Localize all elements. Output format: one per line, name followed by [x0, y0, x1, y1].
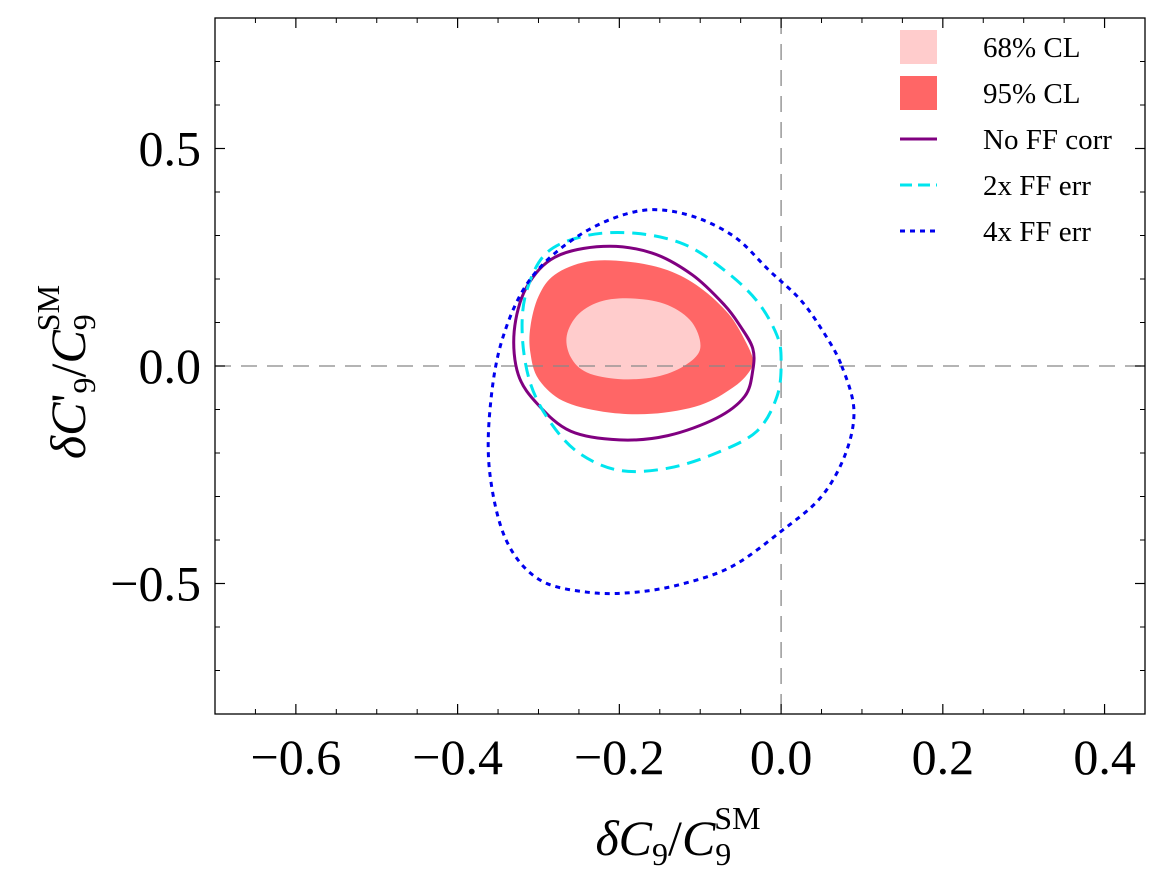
x-tick-label: 0.4: [1073, 729, 1136, 785]
legend-label: 2x FF err: [983, 170, 1091, 202]
contour-68pct-cl: [566, 298, 701, 380]
x-tick-label: −0.6: [251, 729, 342, 785]
y-tick-label: 0.0: [139, 338, 202, 394]
x-tick-label: 0.2: [912, 729, 975, 785]
legend-label: 95% CL: [983, 78, 1080, 110]
contour-4x-ff-err: [486, 208, 856, 596]
legend-label: No FF corr: [983, 124, 1112, 156]
x-tick-label: −0.4: [412, 729, 503, 785]
legend-item-4x-ff-err: 4x FF err: [900, 216, 1091, 248]
x-tick-label: −0.2: [574, 729, 665, 785]
contour-no-ff-corr: [512, 244, 756, 442]
x-tick-label: 0.0: [750, 729, 813, 785]
legend-swatch: [900, 76, 937, 110]
legend-item-68pct-cl: 68% CL: [900, 30, 1080, 64]
y-axis-title: δC'9/C9SM: [30, 285, 102, 459]
legend-swatch: [900, 30, 937, 64]
x-axis-title: δC9/C9SM: [595, 800, 760, 872]
y-tick-label: −0.5: [110, 556, 201, 612]
y-tick-label: 0.5: [139, 121, 202, 177]
legend-item-95pct-cl: 95% CL: [900, 76, 1080, 110]
legend-label: 68% CL: [983, 32, 1080, 64]
contour-2x-ff-err: [520, 231, 783, 474]
legend-item-no-ff-corr: No FF corr: [900, 124, 1112, 156]
legend-item-2x-ff-err: 2x FF err: [900, 170, 1091, 202]
legend-label: 4x FF err: [983, 216, 1091, 248]
